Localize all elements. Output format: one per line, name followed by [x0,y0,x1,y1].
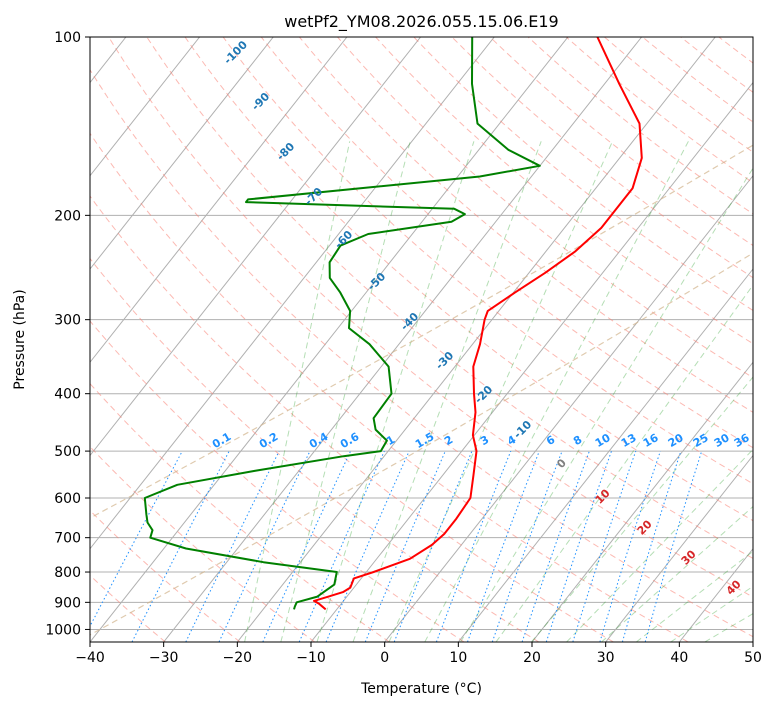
y-tick-label: 800 [54,565,81,581]
chart-title: wetPf2_YM08.2026.055.15.06.E19 [284,12,558,32]
dry-adiabat [375,37,753,345]
dry-adiabat [90,68,753,638]
isotherm [384,174,753,642]
x-tick-label: −20 [223,650,253,666]
x-tick-label: −30 [149,650,179,666]
isotherm [90,37,569,642]
isotherm [310,81,753,642]
moist-adiabat [460,167,753,642]
y-tick-label: 600 [54,491,81,507]
isotherm [457,268,753,642]
moist-adiabat [352,141,542,642]
isotherm [90,37,201,177]
moist-adiabat [601,505,753,642]
mixing-ratio-line [325,450,410,642]
moist-adiabat [316,141,475,642]
dry-adiabat [90,509,241,642]
y-tick-label: 700 [54,531,81,547]
y-tick-label: 1000 [45,622,81,638]
dry-adiabat [90,446,315,642]
dry-adiabat [565,37,753,184]
x-tick-label: 30 [597,650,615,666]
x-tick-label: −10 [296,650,326,666]
plot-frame [89,36,754,643]
isotherm [90,37,274,270]
axes: −40 −30 −20 −10 0 10 20 30 40 50 100 200 300 400 500 60… [45,30,762,666]
dry-adiabat [413,37,753,312]
x-tick-label: −40 [75,650,105,666]
x-axis-label: Temperature (°C) [360,681,482,697]
mixing-ratio-line [621,450,682,642]
x-tick-label: 10 [449,650,467,666]
x-tick-label: 20 [523,650,541,666]
dry-adiabat [108,37,753,598]
dry-adiabat [90,257,540,642]
isotherm [90,37,495,550]
dry-adiabat [527,37,753,215]
y-tick-label: 200 [54,208,81,224]
x-tick-label: 50 [744,650,762,666]
y-tick-label: 400 [54,387,81,403]
mixing-ratio-line [491,450,563,642]
x-tick-label: 40 [670,650,688,666]
isotherm [90,37,348,364]
isotherm [90,37,422,457]
moist-adiabat [495,284,753,642]
y-tick-label: 900 [54,595,81,611]
mixing-ratio-line [521,450,590,642]
dry-adiabat [146,37,753,559]
moist-adiabat [244,141,351,642]
dry-adiabat [90,195,614,642]
y-tick-label: 100 [54,30,81,46]
temperature-profile [313,37,643,611]
mixing-ratio-line [185,450,280,642]
dry-adiabat [90,132,689,642]
mixing-ratio-line [644,450,703,642]
moist-adiabat [388,141,613,642]
moist-adiabat [635,550,753,642]
dry-adiabat [337,37,753,379]
moist-adiabat [280,141,411,642]
adiabat-reference [90,252,753,636]
plot-area: -100-90-80-70-60-50-40-30-20-100.1 0.2 0.4… [90,37,753,642]
moist-adiabat [424,141,689,642]
dry-adiabat [90,320,465,642]
mixing-ratio-line [364,450,446,642]
dry-adiabat [222,37,753,485]
y-axis-label: Pressure (hPa) [12,289,28,389]
isotherm [605,454,753,642]
x-tick-label: 0 [380,650,389,666]
mixing-ratio-line [599,450,661,642]
mixing-ratio-line [298,450,385,642]
isotherm [531,361,753,642]
y-tick-label: 500 [54,444,81,460]
mixing-ratio-line [545,450,612,642]
dry-adiabat [184,37,753,522]
mixing-ratio-line [218,450,311,642]
dewpoint-profile [143,37,541,610]
dry-adiabat [604,37,753,153]
isotherm [236,37,716,642]
mixing-ratio-line [262,450,352,642]
dry-adiabat [260,37,753,449]
isotherm [163,37,643,642]
mixing-ratio-line [572,450,637,642]
y-tick-label: 300 [54,313,81,329]
